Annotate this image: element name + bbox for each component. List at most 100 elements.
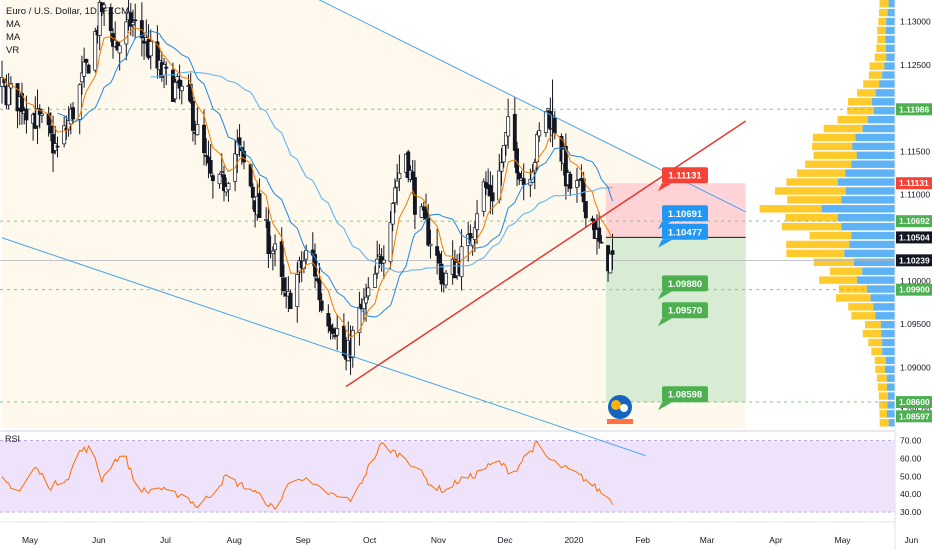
- volume-profile-up-bar: [857, 89, 876, 97]
- volume-profile-up-bar: [805, 160, 852, 168]
- time-tick-label: 2020: [564, 535, 583, 545]
- volume-profile-down-bar: [867, 115, 895, 124]
- candle-body: [599, 241, 604, 244]
- callout-label: 1.10691: [668, 209, 703, 220]
- candle-body: [373, 273, 377, 288]
- candle-body: [583, 201, 588, 219]
- candle-body: [472, 227, 477, 240]
- rsi-tick-label: 40.00: [900, 489, 922, 499]
- volume-profile-down-bar: [870, 294, 895, 302]
- indicator-vpvr[interactable]: VR: [6, 45, 20, 56]
- candle-body: [257, 193, 262, 219]
- volume-profile-down-bar: [875, 89, 895, 97]
- time-tick-label: Apr: [769, 535, 782, 545]
- volume-profile-down-bar: [886, 383, 895, 391]
- candle-body: [317, 279, 322, 301]
- volume-profile-down-bar: [862, 124, 895, 133]
- candle-body: [281, 277, 286, 292]
- volume-profile-down-bar: [866, 285, 895, 293]
- candle-body: [501, 145, 506, 163]
- volume-profile-up-bar: [871, 347, 883, 356]
- candle-body: [597, 227, 602, 242]
- volume-profile-up-bar: [813, 151, 857, 159]
- volume-profile-up-bar: [878, 392, 888, 400]
- candle-body: [377, 254, 382, 257]
- rsi-tick-label: 60.00: [900, 453, 922, 463]
- volume-profile-up-bar: [759, 205, 822, 213]
- candle-body: [164, 66, 169, 69]
- volume-profile-down-bar: [887, 392, 895, 400]
- candle-body: [175, 76, 180, 82]
- price-axis-badge-label: 1.11131: [899, 178, 929, 188]
- volume-profile-up-bar: [787, 196, 842, 204]
- candle-body: [210, 175, 215, 182]
- volume-profile-down-bar: [888, 0, 895, 8]
- candle-body: [86, 64, 91, 74]
- price-axis-badge-label: 1.11986: [899, 104, 930, 114]
- candle-body: [319, 300, 324, 311]
- candle-body: [563, 145, 568, 187]
- candle-body: [82, 61, 87, 77]
- candle-body: [79, 72, 84, 83]
- volume-profile-up-bar: [874, 356, 886, 365]
- volume-profile-up-bar: [879, 401, 888, 409]
- rsi-pane-title[interactable]: RSI: [5, 434, 21, 444]
- candle-body: [568, 173, 573, 189]
- volume-profile-down-bar: [886, 410, 895, 418]
- candle-body: [48, 125, 53, 134]
- volume-profile-up-bar: [851, 312, 876, 320]
- candle-body: [521, 178, 526, 186]
- candle-body: [361, 299, 366, 310]
- symbol-title[interactable]: Euro / U.S. Dollar, 1D, FXCM: [6, 6, 130, 17]
- volume-profile-down-bar: [880, 321, 895, 329]
- candle-body: [481, 181, 486, 212]
- volume-profile-down-bar: [887, 401, 895, 409]
- candle-body: [506, 116, 511, 137]
- indicator-ma-1[interactable]: MA: [6, 19, 21, 30]
- time-tick-label: May: [834, 535, 851, 545]
- candle-body: [128, 12, 133, 27]
- price-axis: [895, 0, 932, 550]
- candle-body: [133, 19, 138, 22]
- candle-body: [381, 259, 386, 264]
- volume-profile-up-bar: [847, 107, 874, 115]
- candle-body: [162, 64, 167, 76]
- volume-profile-down-bar: [849, 240, 895, 249]
- volume-profile-down-bar: [837, 178, 895, 186]
- volume-profile-down-bar: [886, 53, 895, 61]
- sma-slow-line: [150, 71, 613, 273]
- time-tick-label: Dec: [498, 535, 514, 545]
- rsi-tick-label: 70.00: [900, 436, 922, 446]
- candle-body: [546, 108, 551, 111]
- volume-profile-up-bar: [786, 240, 850, 249]
- volume-profile-down-bar: [884, 365, 895, 373]
- volume-profile-up-bar: [809, 231, 852, 240]
- volume-profile-down-bar: [875, 312, 895, 320]
- candle-body: [295, 273, 300, 307]
- time-tick-label: Jun: [904, 535, 918, 545]
- volume-profile-up-bar: [838, 285, 867, 293]
- candle-body: [173, 82, 178, 100]
- candle-body: [330, 328, 335, 334]
- volume-profile-up-bar: [863, 80, 880, 88]
- candle-body: [424, 208, 428, 220]
- volume-profile-up-bar: [837, 115, 868, 124]
- volume-profile-down-bar: [885, 44, 895, 52]
- indicator-ma-2[interactable]: MA: [6, 32, 21, 43]
- price-axis-badge: [896, 103, 932, 116]
- price-tick-label: 1.11000: [900, 190, 930, 200]
- candle-body: [304, 250, 309, 260]
- time-tick-label: Sep: [295, 535, 310, 545]
- candle-body: [148, 41, 153, 57]
- volume-profile-down-bar: [879, 80, 895, 88]
- volume-profile-up-bar: [862, 329, 882, 338]
- time-tick-label: May: [22, 535, 39, 545]
- candle-body: [235, 140, 240, 155]
- candle-body: [426, 217, 431, 246]
- candle-body: [575, 180, 579, 188]
- volume-profile-up-bar: [812, 133, 856, 142]
- volume-profile-up-bar: [879, 410, 887, 418]
- volume-profile-up-bar: [877, 383, 887, 391]
- time-tick-label: Nov: [431, 535, 447, 545]
